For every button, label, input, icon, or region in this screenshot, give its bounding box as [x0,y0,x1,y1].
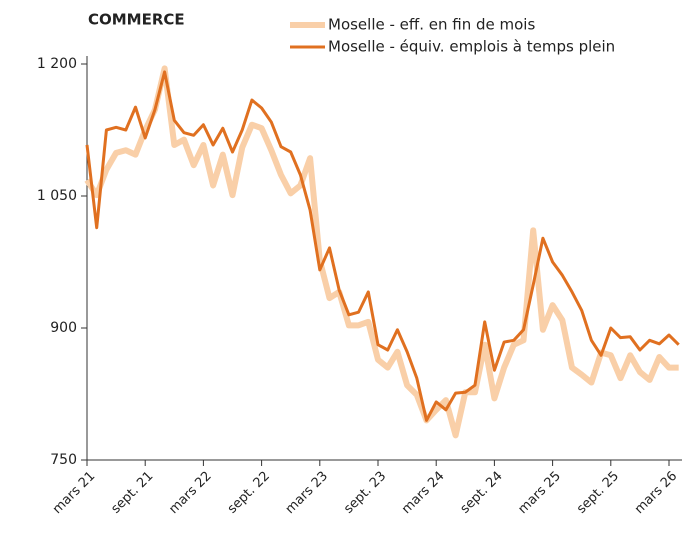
x-tick-label: mars 22 [166,469,214,517]
x-tick-label: sept. 21 [108,469,156,517]
x-tick-label: sept. 22 [225,469,273,517]
x-tick-label: mars 26 [632,469,680,517]
y-tick-label: 1 050 [37,188,77,204]
y-tick-label: 750 [50,452,77,468]
x-tick-label: sept. 23 [341,469,389,517]
series-line [85,70,680,422]
x-tick-label: mars 21 [50,469,98,517]
y-tick-label: 1 200 [37,56,77,72]
series-line [84,65,679,439]
x-tick-label: mars 23 [283,469,331,517]
x-tick-label: sept. 24 [458,469,506,517]
x-tick-label: mars 25 [516,469,564,517]
x-tick-label: sept. 25 [574,469,622,517]
y-tick-label: 900 [50,320,77,336]
legend-label: Moselle - équiv. emplois à temps plein [328,38,615,56]
chart-title: COMMERCE [88,11,185,29]
x-tick-label: mars 24 [399,469,447,517]
legend-label: Moselle - eff. en fin de mois [328,16,535,34]
